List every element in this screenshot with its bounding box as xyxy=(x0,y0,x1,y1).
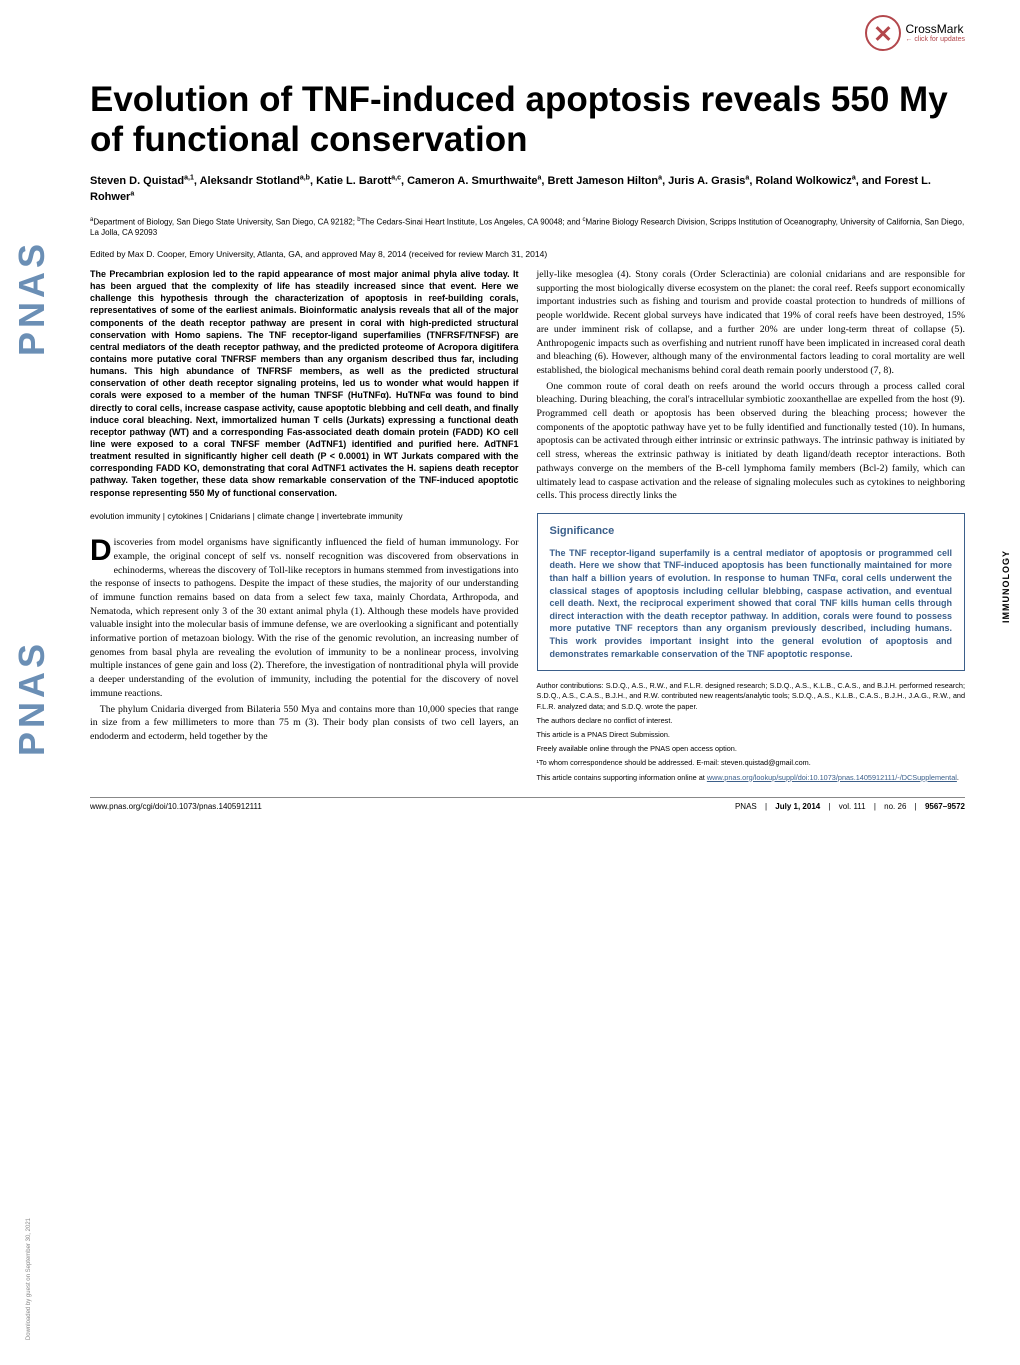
authors: Steven D. Quistada,1, Aleksandr Stotland… xyxy=(90,173,965,206)
intro-p1-text: iscoveries from model organisms have sig… xyxy=(90,537,519,699)
citation: PNAS | July 1, 2014 | vol. 111 | no. 26 … xyxy=(735,802,965,813)
supplement-pre: This article contains supporting informa… xyxy=(537,773,707,782)
supplement-link[interactable]: www.pnas.org/lookup/suppl/doi:10.1073/pn… xyxy=(707,773,957,782)
abstract: The Precambrian explosion led to the rap… xyxy=(90,268,519,499)
pnas-sidebar-logo: PNAS xyxy=(8,240,57,356)
footnote-openaccess: Freely available online through the PNAS… xyxy=(537,744,966,754)
pnas-sidebar-logo-2: PNAS xyxy=(8,640,57,756)
right-column: jelly-like mesoglea (4). Stony corals (O… xyxy=(537,268,966,787)
affiliations: aDepartment of Biology, San Diego State … xyxy=(90,216,965,239)
download-note: Downloaded by guest on September 30, 202… xyxy=(25,1218,33,1340)
left-column: The Precambrian explosion led to the rap… xyxy=(90,268,519,787)
right-paragraph-2: One common route of coral death on reefs… xyxy=(537,380,966,503)
editor-note: Edited by Max D. Cooper, Emory Universit… xyxy=(90,249,965,260)
section-label: IMMUNOLOGY xyxy=(1000,550,1012,623)
crossmark-label: CrossMark xyxy=(905,23,965,36)
crossmark-icon xyxy=(865,15,901,51)
volume: vol. 111 xyxy=(839,802,866,811)
article-title: Evolution of TNF-induced apoptosis revea… xyxy=(90,80,965,161)
pub-date: July 1, 2014 xyxy=(775,802,820,811)
significance-box: Significance The TNF receptor-ligand sup… xyxy=(537,513,966,671)
page-footer: www.pnas.org/cgi/doi/10.1073/pnas.140591… xyxy=(90,797,965,813)
significance-content: The TNF receptor-ligand superfamily is a… xyxy=(550,547,953,660)
body-text-right: jelly-like mesoglea (4). Stony corals (O… xyxy=(537,268,966,503)
footnote-conflict: The authors declare no conflict of inter… xyxy=(537,716,966,726)
doi-link[interactable]: www.pnas.org/cgi/doi/10.1073/pnas.140591… xyxy=(90,802,262,813)
footnote-submission: This article is a PNAS Direct Submission… xyxy=(537,730,966,740)
footnotes: Author contributions: S.D.Q., A.S., R.W.… xyxy=(537,681,966,783)
crossmark-text: CrossMark ← click for updates xyxy=(905,23,965,44)
intro-paragraph-2: The phylum Cnidaria diverged from Bilate… xyxy=(90,703,519,744)
footnote-correspondence: ¹To whom correspondence should be addres… xyxy=(537,758,966,768)
right-paragraph-1: jelly-like mesoglea (4). Stony corals (O… xyxy=(537,268,966,378)
journal-name: PNAS xyxy=(735,802,757,811)
supplement-post: . xyxy=(957,773,959,782)
crossmark-badge[interactable]: CrossMark ← click for updates xyxy=(865,15,965,51)
issue: no. 26 xyxy=(884,802,906,811)
keywords: evolution immunity | cytokines | Cnidari… xyxy=(90,511,519,522)
footnote-contributions: Author contributions: S.D.Q., A.S., R.W.… xyxy=(537,681,966,712)
intro-paragraph-1: Discoveries from model organisms have si… xyxy=(90,536,519,700)
crossmark-sublabel: ← click for updates xyxy=(905,36,965,44)
body-text-left: Discoveries from model organisms have si… xyxy=(90,536,519,744)
significance-heading: Significance xyxy=(550,524,953,539)
pages: 9567–9572 xyxy=(925,802,965,811)
dropcap: D xyxy=(90,536,114,564)
footnote-supplement: This article contains supporting informa… xyxy=(537,773,966,783)
